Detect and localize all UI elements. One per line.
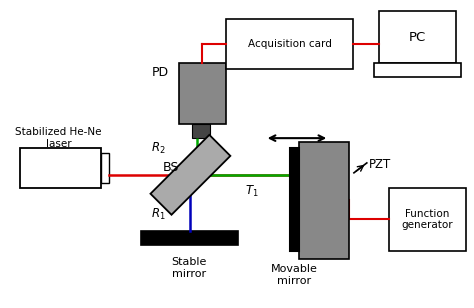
Text: Movable
mirror: Movable mirror <box>271 264 318 286</box>
Text: PZT: PZT <box>369 158 391 171</box>
Text: Function
generator: Function generator <box>401 209 453 230</box>
Bar <box>192 124 210 138</box>
Bar <box>101 153 109 183</box>
Text: $R_1$: $R_1$ <box>151 207 166 222</box>
Text: $T_1$: $T_1$ <box>245 184 259 199</box>
Bar <box>141 231 238 245</box>
Bar <box>379 11 456 63</box>
Text: PD: PD <box>152 66 169 79</box>
Text: PC: PC <box>409 30 426 43</box>
Bar <box>389 188 466 251</box>
Bar <box>226 19 353 69</box>
Bar <box>374 63 461 77</box>
Text: Stable
mirror: Stable mirror <box>172 257 207 279</box>
Polygon shape <box>150 135 230 215</box>
Text: BS: BS <box>163 161 179 174</box>
Bar <box>179 63 226 124</box>
Text: Stabilized He-Ne
laser: Stabilized He-Ne laser <box>15 127 102 149</box>
Bar <box>20 148 101 188</box>
Text: $T_2$: $T_2$ <box>210 140 223 156</box>
Bar <box>290 148 300 251</box>
Bar <box>300 142 349 259</box>
Text: $R_2$: $R_2$ <box>151 140 166 156</box>
Text: Acquisition card: Acquisition card <box>247 39 331 49</box>
